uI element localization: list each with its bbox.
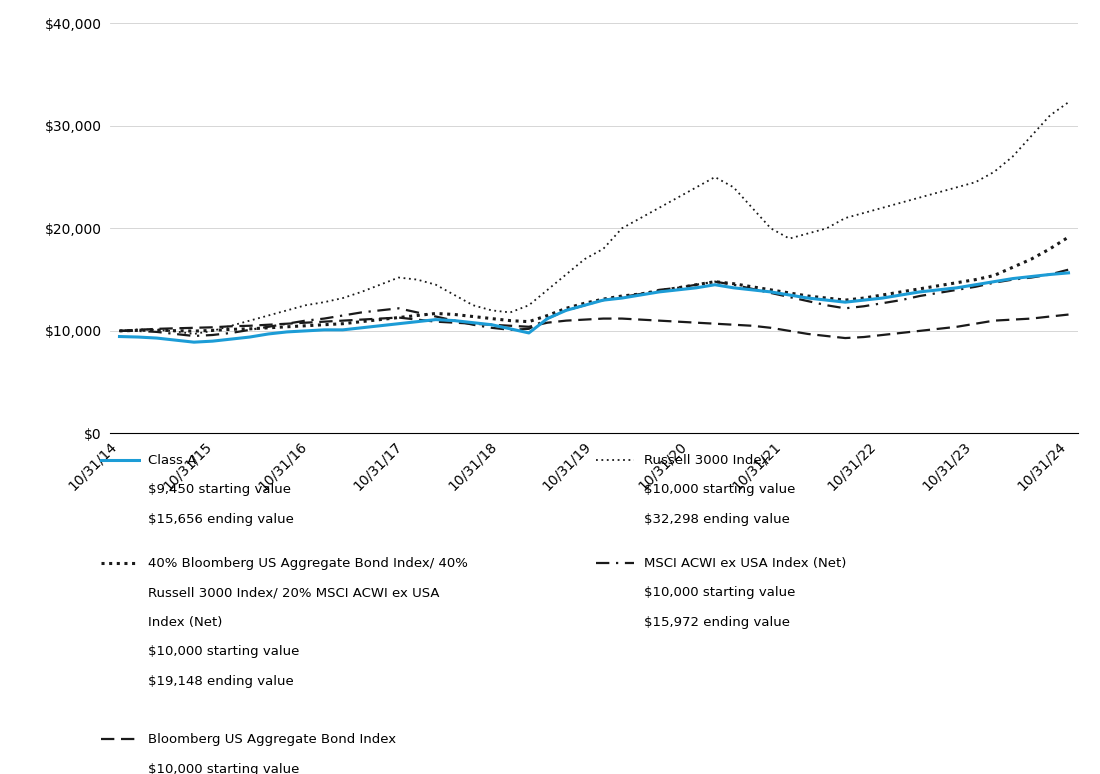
- Text: Class A: Class A: [148, 454, 197, 467]
- Text: Russell 3000 Index: Russell 3000 Index: [644, 454, 769, 467]
- Text: $15,972 ending value: $15,972 ending value: [644, 616, 790, 628]
- Text: Index (Net): Index (Net): [148, 616, 223, 628]
- Text: $9,450 starting value: $9,450 starting value: [148, 484, 292, 496]
- Text: $15,656 ending value: $15,656 ending value: [148, 513, 295, 526]
- Text: MSCI ACWI ex USA Index (Net): MSCI ACWI ex USA Index (Net): [644, 557, 846, 570]
- Text: Bloomberg US Aggregate Bond Index: Bloomberg US Aggregate Bond Index: [148, 734, 397, 746]
- Text: 40% Bloomberg US Aggregate Bond Index/ 40%: 40% Bloomberg US Aggregate Bond Index/ 4…: [148, 557, 469, 570]
- Text: Russell 3000 Index/ 20% MSCI ACWI ex USA: Russell 3000 Index/ 20% MSCI ACWI ex USA: [148, 587, 440, 599]
- Text: $10,000 starting value: $10,000 starting value: [644, 484, 795, 496]
- Text: $10,000 starting value: $10,000 starting value: [644, 587, 795, 599]
- Text: $32,298 ending value: $32,298 ending value: [644, 513, 790, 526]
- Text: $19,148 ending value: $19,148 ending value: [148, 675, 295, 687]
- Text: $10,000 starting value: $10,000 starting value: [148, 646, 300, 658]
- Text: $10,000 starting value: $10,000 starting value: [148, 763, 300, 774]
